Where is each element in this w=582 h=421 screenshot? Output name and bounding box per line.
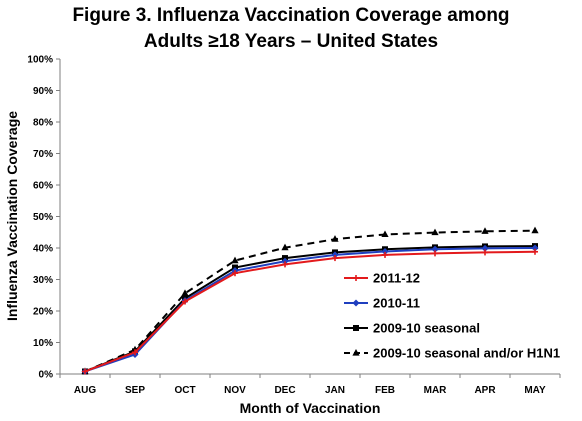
x-tick-label: DEC (274, 385, 295, 396)
data-point (532, 248, 538, 255)
data-point (331, 235, 339, 242)
legend-label: 2011-12 (373, 271, 420, 286)
data-point (281, 243, 289, 251)
legend-label: 2010-11 (373, 296, 420, 311)
data-point (282, 261, 288, 268)
x-tick-label: JAN (325, 385, 345, 396)
data-point (331, 251, 339, 259)
y-ticks: 0% 10% 20% 30% 40% 50% 60% 70% 80% 90% 100% (27, 55, 60, 381)
data-point (382, 251, 388, 258)
legend-item: 2010-11 (344, 296, 420, 311)
data-point (531, 226, 539, 234)
y-tick-label: 50% (33, 212, 53, 223)
series-line (84, 245, 536, 373)
data-point (182, 298, 188, 305)
y-tick-label: 90% (33, 86, 53, 97)
y-tick-label: 80% (33, 118, 53, 129)
legend-item: 2009-10 seasonal and/or H1N1 (344, 346, 560, 361)
x-tick-label: NOV (224, 385, 246, 396)
data-point (82, 368, 88, 375)
legend-item: 2009-10 seasonal (344, 321, 480, 336)
legend-item: 2011-12 (344, 271, 420, 286)
y-tick-label: 10% (33, 338, 53, 349)
legend-marker (353, 325, 359, 331)
legend-marker (352, 349, 360, 356)
data-point (431, 228, 439, 236)
plot-area: 0% 10% 20% 30% 40% 50% 60% 70% 80% 90% 100% AUG SEP… (27, 55, 561, 396)
series-1 (82, 248, 538, 375)
data-point (381, 247, 389, 255)
data-point (181, 289, 189, 296)
x-tick-label: APR (474, 385, 496, 396)
series-line (84, 229, 536, 373)
data-point (481, 227, 489, 234)
y-tick-label: 40% (33, 244, 53, 255)
data-point (431, 245, 439, 253)
chart-title-line-2: Adults ≥18 Years – United States (144, 31, 438, 52)
data-point (432, 250, 438, 257)
data-point (482, 249, 488, 256)
y-tick-label: 20% (33, 307, 53, 318)
data-point (332, 255, 338, 262)
data-point (381, 230, 389, 238)
data-point (231, 256, 239, 264)
y-tick-label: 100% (27, 55, 53, 66)
data-point (232, 270, 238, 277)
chart-title-line-1: Figure 3. Influenza Vaccination Coverage… (72, 5, 509, 26)
legend-marker (352, 299, 360, 307)
legend-label: 2009-10 seasonal and/or H1N1 (373, 346, 560, 361)
x-ticks: AUG SEP OCT NOV DEC JAN FEB MAR APR MAY (59, 374, 561, 396)
data-point (281, 257, 289, 265)
legend-marker (353, 275, 359, 281)
series-layer (81, 226, 539, 375)
y-tick-label: 70% (33, 149, 53, 160)
y-tick-label: 0% (39, 370, 54, 381)
data-point (132, 349, 138, 356)
legend: 2011-12 2010-11 2009-10 seasonal 2009-10 se… (344, 271, 560, 361)
legend-label: 2009-10 seasonal (373, 321, 480, 336)
series-line (84, 250, 536, 373)
y-tick-label: 30% (33, 275, 53, 286)
x-tick-label: SEP (125, 385, 145, 396)
data-point (481, 244, 489, 252)
x-tick-label: OCT (174, 385, 195, 396)
x-axis-label: Month of Vaccination (240, 400, 381, 416)
data-point (531, 244, 539, 252)
x-tick-label: MAR (424, 385, 448, 396)
x-tick-label: AUG (74, 385, 96, 396)
y-axis-label: Influenza Vaccination Coverage (4, 111, 20, 321)
x-tick-label: MAY (524, 385, 546, 396)
y-tick-label: 60% (33, 181, 53, 192)
x-tick-label: FEB (375, 385, 395, 396)
